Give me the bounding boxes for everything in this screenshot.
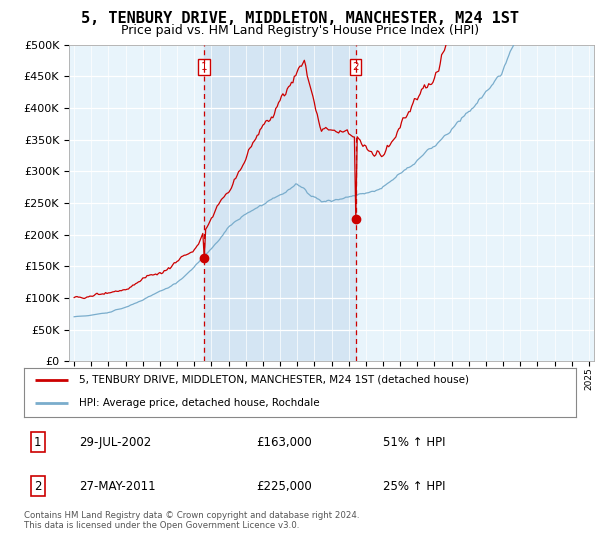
Text: 29-JUL-2002: 29-JUL-2002	[79, 436, 151, 449]
Text: Price paid vs. HM Land Registry's House Price Index (HPI): Price paid vs. HM Land Registry's House …	[121, 24, 479, 36]
Text: £163,000: £163,000	[256, 436, 311, 449]
Text: 1: 1	[201, 62, 208, 72]
Text: 1: 1	[34, 436, 41, 449]
Bar	[204, 45, 356, 361]
Text: 5, TENBURY DRIVE, MIDDLETON, MANCHESTER, M24 1ST (detached house): 5, TENBURY DRIVE, MIDDLETON, MANCHESTER,…	[79, 375, 469, 385]
Text: 25% ↑ HPI: 25% ↑ HPI	[383, 479, 445, 493]
Text: 2: 2	[34, 479, 41, 493]
Text: 5, TENBURY DRIVE, MIDDLETON, MANCHESTER, M24 1ST: 5, TENBURY DRIVE, MIDDLETON, MANCHESTER,…	[81, 11, 519, 26]
Text: 2: 2	[352, 62, 359, 72]
Text: 27-MAY-2011: 27-MAY-2011	[79, 479, 156, 493]
Text: Contains HM Land Registry data © Crown copyright and database right 2024.
This d: Contains HM Land Registry data © Crown c…	[24, 511, 359, 530]
Text: 51% ↑ HPI: 51% ↑ HPI	[383, 436, 445, 449]
Text: £225,000: £225,000	[256, 479, 311, 493]
Text: HPI: Average price, detached house, Rochdale: HPI: Average price, detached house, Roch…	[79, 398, 320, 408]
